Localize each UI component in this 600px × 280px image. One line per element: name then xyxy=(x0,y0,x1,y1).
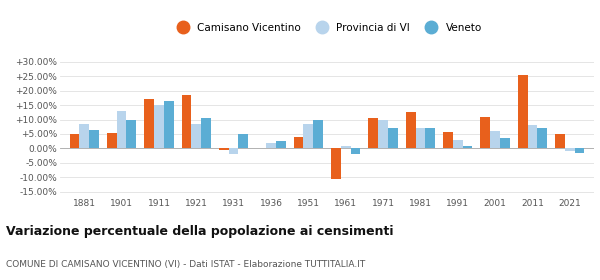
Legend: Camisano Vicentino, Provincia di VI, Veneto: Camisano Vicentino, Provincia di VI, Ven… xyxy=(168,18,486,37)
Bar xyxy=(378,120,388,148)
Bar xyxy=(238,134,248,148)
Bar xyxy=(331,148,341,179)
Bar xyxy=(350,148,360,154)
Bar xyxy=(481,117,490,148)
Bar xyxy=(500,138,509,148)
Bar xyxy=(518,75,527,148)
Text: COMUNE DI CAMISANO VICENTINO (VI) - Dati ISTAT - Elaborazione TUTTITALIA.IT: COMUNE DI CAMISANO VICENTINO (VI) - Dati… xyxy=(6,260,365,269)
Bar xyxy=(219,148,229,150)
Bar xyxy=(276,141,286,148)
Bar xyxy=(443,132,453,148)
Bar xyxy=(229,148,238,154)
Text: Variazione percentuale della popolazione ai censimenti: Variazione percentuale della popolazione… xyxy=(6,225,394,238)
Bar xyxy=(266,143,276,148)
Bar xyxy=(79,124,89,148)
Bar xyxy=(70,134,79,148)
Bar xyxy=(145,99,154,148)
Bar xyxy=(575,148,584,153)
Bar xyxy=(416,128,425,148)
Bar xyxy=(341,146,350,148)
Bar xyxy=(201,118,211,148)
Bar xyxy=(565,148,575,151)
Bar xyxy=(406,112,416,148)
Bar xyxy=(107,132,117,148)
Bar xyxy=(555,134,565,148)
Bar xyxy=(182,95,191,148)
Bar xyxy=(89,130,99,148)
Bar xyxy=(294,137,304,148)
Bar xyxy=(127,120,136,148)
Bar xyxy=(527,125,537,148)
Bar xyxy=(117,111,127,148)
Bar xyxy=(425,128,435,148)
Bar xyxy=(368,118,378,148)
Bar xyxy=(388,128,398,148)
Bar xyxy=(164,101,173,148)
Bar xyxy=(453,140,463,148)
Bar xyxy=(463,146,472,148)
Bar xyxy=(537,128,547,148)
Bar xyxy=(490,131,500,148)
Bar xyxy=(154,105,164,148)
Bar xyxy=(313,120,323,148)
Bar xyxy=(191,124,201,148)
Bar xyxy=(304,124,313,148)
